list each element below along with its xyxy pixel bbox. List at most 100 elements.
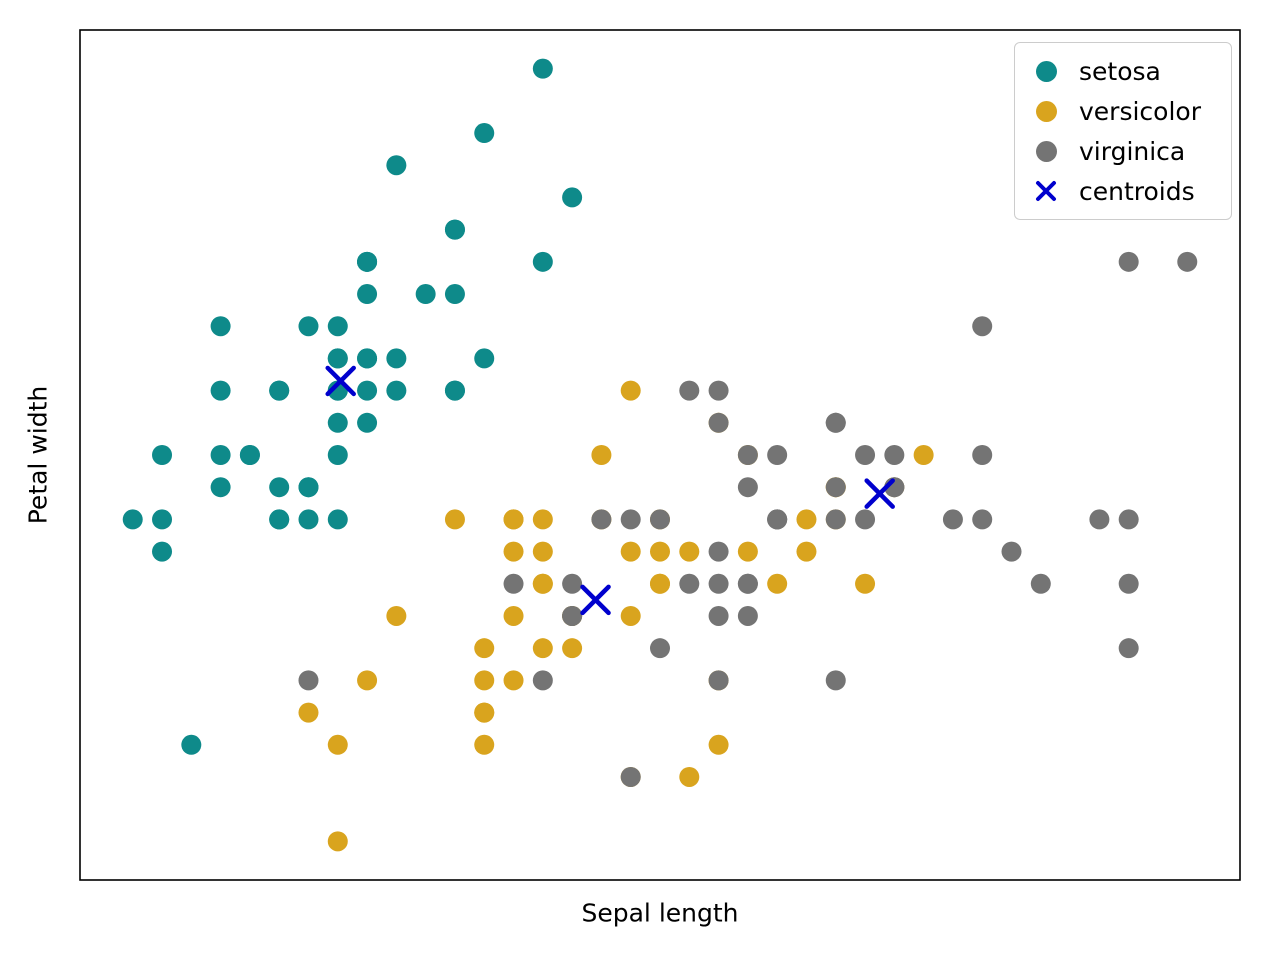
versicolor-point bbox=[620, 541, 641, 562]
versicolor-point bbox=[796, 509, 817, 530]
versicolor-point bbox=[503, 541, 524, 562]
virginica-point bbox=[884, 445, 905, 465]
setosa-point bbox=[269, 509, 290, 530]
virginica-point bbox=[1177, 251, 1198, 272]
virginica-point bbox=[855, 509, 876, 530]
setosa-point bbox=[181, 734, 202, 755]
virginica-point bbox=[767, 509, 788, 530]
versicolor-point bbox=[591, 445, 612, 465]
setosa-point bbox=[386, 348, 407, 369]
virginica-point bbox=[650, 509, 670, 530]
setosa-point bbox=[122, 509, 143, 530]
versicolor-point bbox=[913, 445, 934, 465]
setosa-point bbox=[210, 445, 231, 465]
setosa-point bbox=[357, 412, 378, 433]
setosa-point bbox=[327, 445, 348, 465]
versicolor-point bbox=[620, 605, 641, 626]
legend-label-virginica: virginica bbox=[1079, 136, 1186, 166]
versicolor-point bbox=[767, 573, 788, 594]
virginica-point bbox=[1118, 573, 1139, 594]
versicolor-point bbox=[474, 638, 495, 659]
virginica-point bbox=[737, 477, 758, 498]
versicolor-point bbox=[532, 638, 553, 659]
virginica-point bbox=[1118, 251, 1139, 272]
virginica-point bbox=[708, 541, 729, 562]
virginica-point bbox=[708, 605, 729, 626]
centroid-marker bbox=[580, 584, 611, 616]
setosa-point bbox=[444, 380, 465, 401]
legend-item-setosa: setosa bbox=[1031, 51, 1201, 91]
setosa-point bbox=[415, 284, 436, 305]
setosa-point bbox=[357, 380, 378, 401]
versicolor-point bbox=[503, 509, 524, 530]
virginica-point bbox=[737, 573, 758, 594]
versicolor-point bbox=[327, 734, 348, 755]
virginica-point bbox=[767, 445, 788, 465]
versicolor-point bbox=[532, 541, 553, 562]
virginica-point bbox=[708, 670, 729, 691]
versicolor-point bbox=[357, 670, 378, 691]
virginica-point bbox=[1030, 573, 1051, 594]
setosa-point bbox=[210, 380, 231, 401]
virginica-dot-icon bbox=[1031, 138, 1061, 164]
virginica-point bbox=[562, 605, 583, 626]
versicolor-point bbox=[532, 573, 553, 594]
legend: setosa versicolor virginica centroids bbox=[1014, 42, 1232, 220]
setosa-point bbox=[444, 219, 465, 240]
setosa-point bbox=[532, 58, 553, 79]
setosa-point bbox=[152, 509, 173, 530]
setosa-point bbox=[210, 316, 231, 337]
virginica-point bbox=[972, 316, 993, 337]
legend-label-setosa: setosa bbox=[1079, 56, 1161, 86]
versicolor-point bbox=[620, 380, 641, 401]
setosa-point bbox=[298, 316, 319, 337]
versicolor-dot-icon bbox=[1031, 98, 1061, 124]
y-axis-label: Petal width bbox=[23, 385, 53, 525]
versicolor-point bbox=[474, 670, 495, 691]
centroid-x-icon bbox=[1031, 178, 1061, 204]
virginica-point bbox=[708, 380, 729, 401]
virginica-point bbox=[825, 670, 846, 691]
virginica-point bbox=[825, 509, 846, 530]
virginica-point bbox=[650, 638, 670, 659]
legend-label-centroids: centroids bbox=[1079, 176, 1195, 206]
setosa-point bbox=[357, 251, 378, 272]
setosa-point bbox=[386, 380, 407, 401]
virginica-point bbox=[620, 766, 641, 787]
centroid-marker bbox=[864, 478, 895, 509]
virginica-point bbox=[1118, 638, 1139, 659]
virginica-point bbox=[1089, 509, 1110, 530]
virginica-point bbox=[855, 445, 876, 465]
setosa-point bbox=[357, 284, 378, 305]
setosa-point bbox=[357, 348, 378, 369]
legend-item-versicolor: versicolor bbox=[1031, 91, 1201, 131]
versicolor-point bbox=[562, 638, 583, 659]
legend-item-virginica: virginica bbox=[1031, 131, 1201, 171]
legend-label-versicolor: versicolor bbox=[1079, 96, 1201, 126]
virginica-point bbox=[737, 445, 758, 465]
setosa-point bbox=[444, 284, 465, 305]
versicolor-point bbox=[474, 702, 495, 723]
virginica-point bbox=[620, 509, 641, 530]
setosa-point bbox=[152, 445, 173, 465]
virginica-point bbox=[972, 509, 993, 530]
plot-border bbox=[79, 29, 1241, 881]
virginica-point bbox=[708, 573, 729, 594]
setosa-point bbox=[386, 155, 407, 176]
centroid-marker bbox=[325, 365, 356, 397]
virginica-point bbox=[972, 445, 993, 465]
setosa-point bbox=[327, 348, 348, 369]
setosa-point bbox=[327, 412, 348, 433]
setosa-point bbox=[532, 251, 553, 272]
setosa-dot-icon bbox=[1031, 58, 1061, 84]
virginica-point bbox=[708, 412, 729, 433]
x-axis-label: Sepal length bbox=[581, 898, 739, 928]
versicolor-point bbox=[474, 734, 495, 755]
virginica-point bbox=[679, 380, 700, 401]
virginica-point bbox=[503, 573, 524, 594]
versicolor-point bbox=[855, 573, 876, 594]
versicolor-point bbox=[708, 734, 729, 755]
virginica-point bbox=[825, 412, 846, 433]
versicolor-point bbox=[503, 670, 524, 691]
